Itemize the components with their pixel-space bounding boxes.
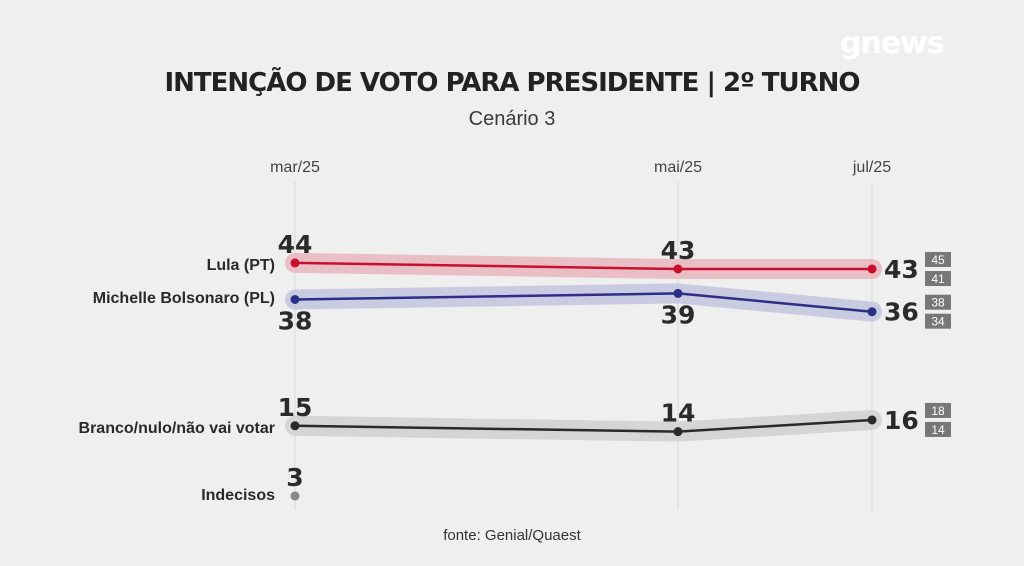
data-label-0-2: 43 xyxy=(884,255,919,284)
margin-box-lower-0 xyxy=(925,271,951,286)
margin-box-lower-1 xyxy=(925,313,951,329)
data-point-0-2 xyxy=(867,264,877,274)
gnews-logo: gnews xyxy=(840,26,945,61)
series-label-2: Branco/nulo/não vai votar xyxy=(79,420,275,437)
margin-box-upper-2 xyxy=(925,402,951,418)
data-point-1-0 xyxy=(290,295,300,304)
margin-box-upper-0 xyxy=(925,252,951,267)
series-label-3: Indecisos xyxy=(201,487,275,504)
x-tick-label-1: mai/25 xyxy=(654,159,702,176)
data-label-1-0: 38 xyxy=(278,307,313,336)
source-note: fonte: Genial/Quaest xyxy=(443,527,581,544)
margin-label-lower-1: 34 xyxy=(931,315,945,329)
data-label-2-0: 15 xyxy=(278,393,313,422)
data-point-2-1 xyxy=(673,427,683,437)
margin-label-lower-2: 14 xyxy=(931,423,945,437)
data-point-0-0 xyxy=(290,258,300,268)
data-point-1-2 xyxy=(867,307,877,317)
data-label-1-2: 36 xyxy=(884,298,919,327)
data-label-2-1: 14 xyxy=(661,399,696,428)
data-point-1-1 xyxy=(673,288,683,298)
chart-title: INTENÇÃO DE VOTO PARA PRESIDENTE | 2º TU… xyxy=(164,68,860,98)
chart-subtitle: Cenário 3 xyxy=(468,108,556,130)
data-point-2-2 xyxy=(867,415,877,425)
data-label-2-2: 16 xyxy=(884,406,919,435)
margin-box-lower-2 xyxy=(925,421,951,437)
data-point-3-0 xyxy=(290,491,300,501)
margin-label-lower-0: 41 xyxy=(931,272,945,286)
margin-box-upper-1 xyxy=(925,294,951,310)
series-label-0: Lula (PT) xyxy=(207,257,275,274)
x-tick-label-0: mar/25 xyxy=(270,159,320,176)
data-label-3-0: 3 xyxy=(286,463,303,492)
x-tick-label-2: jul/25 xyxy=(852,159,891,176)
data-point-2-0 xyxy=(290,421,300,431)
data-point-0-1 xyxy=(673,264,683,274)
margin-label-upper-2: 18 xyxy=(931,404,945,418)
data-label-0-0: 44 xyxy=(278,230,313,259)
data-label-0-1: 43 xyxy=(661,236,696,265)
data-label-1-1: 39 xyxy=(661,300,696,329)
margin-label-upper-1: 38 xyxy=(931,296,945,310)
series-label-1: Michelle Bolsonaro (PL) xyxy=(93,290,275,307)
margin-label-upper-0: 45 xyxy=(931,253,945,267)
